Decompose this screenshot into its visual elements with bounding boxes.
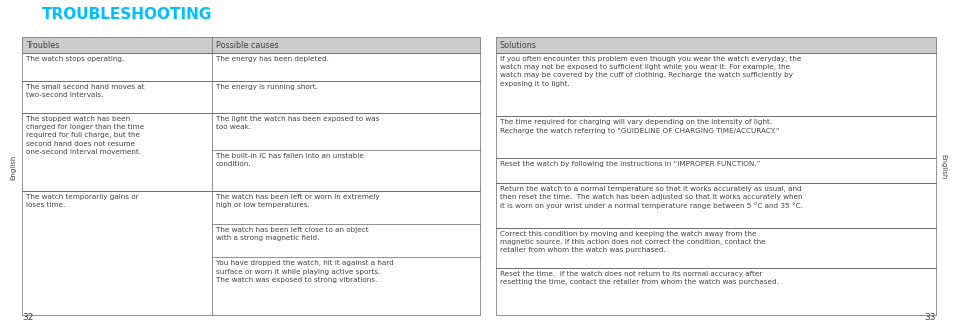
Bar	[496, 183, 935, 228]
Text: The built-in IC has fallen into an unstable
condition.: The built-in IC has fallen into an unsta…	[215, 153, 363, 167]
Text: Return the watch to a normal temperature so that it works accurately as usual, a: Return the watch to a normal temperature…	[499, 186, 802, 209]
Text: TROUBLESHOOTING: TROUBLESHOOTING	[42, 7, 213, 22]
Text: 32: 32	[22, 313, 33, 322]
Bar	[496, 117, 935, 158]
Bar	[496, 37, 935, 53]
Text: English: English	[10, 154, 16, 180]
Text: The energy is running short.: The energy is running short.	[215, 84, 317, 90]
Text: Solutions: Solutions	[499, 41, 537, 49]
Text: Possible causes: Possible causes	[215, 41, 278, 49]
Text: Correct this condition by moving and keeping the watch away from the
magnetic so: Correct this condition by moving and kee…	[499, 231, 765, 253]
Bar	[496, 53, 935, 117]
Bar	[22, 53, 479, 81]
Text: If you often encounter this problem even though you wear the watch everyday, the: If you often encounter this problem even…	[499, 56, 801, 87]
Bar	[496, 268, 935, 315]
Text: The watch has been left or worn in extremely
high or low temperatures.: The watch has been left or worn in extre…	[215, 194, 379, 208]
Text: The watch stops operating.: The watch stops operating.	[26, 56, 124, 62]
Text: The small second hand moves at
two-second intervals.: The small second hand moves at two-secon…	[26, 84, 145, 98]
Text: The stopped watch has been
charged for longer than the time
required for full ch: The stopped watch has been charged for l…	[26, 116, 144, 155]
Text: The time required for charging will vary depending on the intensity of light.
Re: The time required for charging will vary…	[499, 120, 779, 134]
Text: Troubles: Troubles	[26, 41, 59, 49]
Bar	[22, 81, 479, 113]
Bar	[22, 191, 479, 315]
Bar	[22, 113, 479, 191]
Text: The energy has been depleted.: The energy has been depleted.	[215, 56, 329, 62]
Bar	[22, 37, 479, 53]
Text: Reset the watch by following the instructions in “IMPROPER FUNCTION.”: Reset the watch by following the instruc…	[499, 161, 760, 167]
Bar	[496, 158, 935, 183]
Text: Reset the time.  If the watch does not return to its normal accuracy after
reset: Reset the time. If the watch does not re…	[499, 271, 778, 285]
Text: The light the watch has been exposed to was
too weak.: The light the watch has been exposed to …	[215, 116, 379, 130]
Text: The watch temporarily gains or
loses time.: The watch temporarily gains or loses tim…	[26, 194, 138, 208]
Text: 33: 33	[923, 313, 935, 322]
Text: The watch has been left close to an object
with a strong magnetic field.: The watch has been left close to an obje…	[215, 227, 368, 241]
Text: English: English	[939, 154, 945, 180]
Bar	[496, 228, 935, 268]
Text: You have dropped the watch, hit it against a hard
surface or worn it while playi: You have dropped the watch, hit it again…	[215, 260, 394, 283]
